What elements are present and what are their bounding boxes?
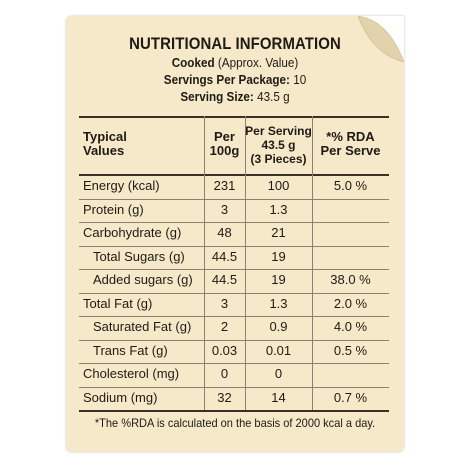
col-header-per100g: Per 100g bbox=[209, 129, 240, 158]
row-rda-cell: 0.7 % bbox=[333, 390, 368, 405]
col-header-rda: *% RDA Per Serve bbox=[320, 129, 381, 158]
row-divider bbox=[79, 387, 389, 388]
rda-footnote: *The %RDA is calculated on the basis of … bbox=[94, 416, 376, 430]
row-divider bbox=[79, 363, 389, 364]
row-divider bbox=[79, 222, 389, 223]
row-per100-cell: 2 bbox=[220, 319, 229, 334]
table-header-rule bbox=[79, 174, 389, 176]
row-divider bbox=[79, 246, 389, 247]
serving-size-value: 43.5 g bbox=[257, 89, 290, 104]
nutrition-table: Typical Values Per 100g Per Serving 43.5… bbox=[79, 116, 389, 412]
row-label-cell: Cholesterol (mg) bbox=[83, 366, 180, 381]
row-serving-cell: 1.3 bbox=[269, 296, 288, 311]
cooked-note: (Approx. Value) bbox=[217, 55, 299, 70]
row-label-cell: Total Fat (g) bbox=[83, 296, 153, 311]
row-per100-cell: 3 bbox=[220, 296, 229, 311]
row-label-cell: Carbohydrate (g) bbox=[83, 225, 182, 240]
row-per100-cell: 44.5 bbox=[211, 272, 238, 287]
col-header-per-serving: Per Serving 43.5 g (3 Pieces) bbox=[245, 124, 312, 166]
row-per100-cell: 231 bbox=[213, 178, 236, 193]
row-serving-cell: 14 bbox=[271, 390, 286, 405]
row-per100-cell: 44.5 bbox=[211, 249, 238, 264]
row-per100-cell: 32 bbox=[217, 390, 232, 405]
row-label-cell: Total Sugars (g) bbox=[93, 249, 185, 264]
row-divider bbox=[79, 199, 389, 200]
row-divider bbox=[79, 293, 389, 294]
row-divider bbox=[79, 340, 389, 341]
row-serving-cell: 19 bbox=[271, 272, 286, 287]
row-divider bbox=[79, 269, 389, 270]
cooked-label: Cooked bbox=[171, 55, 215, 70]
row-serving-cell: 1.3 bbox=[269, 202, 288, 217]
column-divider-3 bbox=[312, 116, 313, 410]
row-per100-cell: 0.03 bbox=[211, 343, 238, 358]
cooked-line: Cooked (Approx. Value) bbox=[83, 54, 387, 71]
row-per100-cell: 3 bbox=[220, 202, 229, 217]
row-per100-cell: 0 bbox=[220, 366, 229, 381]
servings-label: Servings Per Package: bbox=[163, 72, 290, 87]
row-serving-cell: 100 bbox=[267, 178, 290, 193]
row-rda-cell: 2.0 % bbox=[333, 296, 368, 311]
row-label-cell: Trans Fat (g) bbox=[93, 343, 168, 358]
row-label-cell: Energy (kcal) bbox=[83, 178, 160, 193]
row-label-cell: Sodium (mg) bbox=[83, 390, 158, 405]
row-rda-cell: 4.0 % bbox=[333, 319, 368, 334]
row-per100-cell: 48 bbox=[217, 225, 232, 240]
nutrition-label-panel bbox=[66, 16, 404, 452]
row-serving-cell: 21 bbox=[271, 225, 286, 240]
row-label-cell: Protein (g) bbox=[83, 202, 144, 217]
serving-size-label: Serving Size: bbox=[180, 89, 254, 104]
column-divider-1 bbox=[204, 116, 205, 410]
serving-size-line: Serving Size: 43.5 g bbox=[83, 88, 387, 105]
label-title: NUTRITIONAL INFORMATION bbox=[129, 34, 341, 53]
row-serving-cell: 0.9 bbox=[269, 319, 288, 334]
servings-line: Servings Per Package: 10 bbox=[83, 71, 387, 88]
page-curl-corner bbox=[358, 16, 404, 62]
row-rda-cell: 5.0 % bbox=[333, 178, 368, 193]
row-label-cell: Saturated Fat (g) bbox=[93, 319, 192, 334]
row-divider bbox=[79, 316, 389, 317]
column-divider-2 bbox=[245, 116, 246, 410]
col-header-typical: Typical Values bbox=[83, 129, 127, 158]
row-serving-cell: 0.01 bbox=[265, 343, 292, 358]
row-label-cell: Added sugars (g) bbox=[93, 272, 193, 287]
table-top-rule bbox=[79, 116, 389, 118]
label-header: NUTRITIONAL INFORMATION Cooked (Approx. … bbox=[66, 34, 404, 105]
row-serving-cell: 0 bbox=[274, 366, 283, 381]
servings-value: 10 bbox=[293, 72, 307, 87]
row-serving-cell: 19 bbox=[271, 249, 286, 264]
row-rda-cell: 38.0 % bbox=[330, 272, 371, 287]
row-rda-cell: 0.5 % bbox=[333, 343, 368, 358]
table-bottom-rule bbox=[79, 410, 389, 412]
